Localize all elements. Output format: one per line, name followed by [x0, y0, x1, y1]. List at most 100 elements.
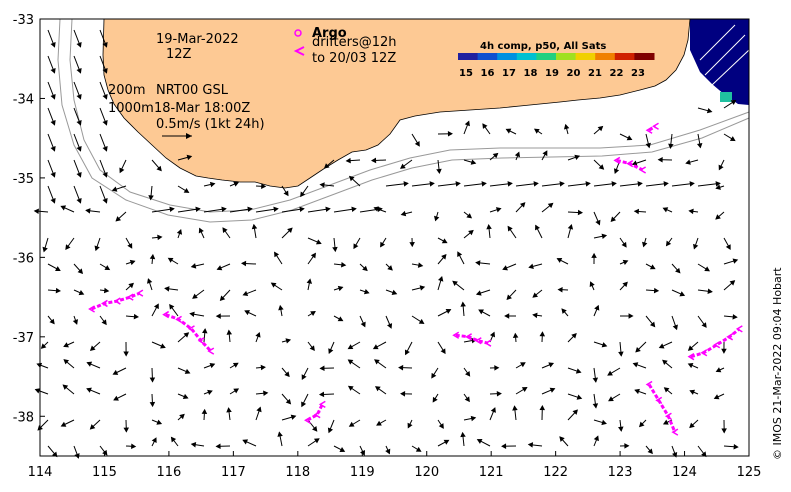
- current-arrow-head: [189, 311, 195, 318]
- current-arrow-head: [62, 384, 69, 390]
- current-arrow-head: [721, 428, 727, 434]
- current-arrow-head: [404, 349, 410, 356]
- current-arrow-head: [312, 426, 318, 432]
- current-arrow-head: [50, 172, 56, 178]
- drifter-track: [91, 291, 141, 311]
- current-arrow-head: [532, 312, 538, 319]
- current-arrow-head: [482, 123, 488, 129]
- current-arrow-head: [215, 443, 221, 450]
- colorbar-ticks: 15 16 17 18 19 20 21 22 23: [459, 68, 645, 79]
- current-arrow-head: [362, 265, 368, 272]
- current-arrow-head: [387, 265, 393, 271]
- current-arrow-head: [689, 422, 695, 429]
- current-arrow-head: [528, 263, 534, 270]
- drifter-position: [88, 305, 95, 313]
- drifter-position: [671, 428, 679, 436]
- credit-label: © IMOS 21-Mar-2022 09:04 Hobart: [771, 267, 784, 460]
- current-arrow-head: [490, 407, 496, 413]
- x-tick-label: 124: [672, 465, 697, 480]
- current-arrow-head: [521, 387, 528, 393]
- current-arrow-head: [475, 290, 482, 296]
- drifter-position: [126, 293, 134, 301]
- current-arrow-head: [374, 359, 380, 365]
- current-arrow-head: [256, 406, 262, 413]
- current-arrow-head: [628, 313, 634, 319]
- colorbar-tick-label: 20: [567, 68, 581, 79]
- current-arrow-head: [452, 280, 458, 286]
- current-arrow-head: [94, 245, 100, 252]
- x-tick-label: 116: [156, 465, 181, 480]
- current-arrow-head: [658, 343, 665, 349]
- current-arrow-head: [86, 361, 93, 367]
- current-arrow-head: [76, 146, 82, 152]
- current-arrow-head: [441, 238, 448, 244]
- current-arrow-head: [732, 314, 738, 320]
- current-arrow-head: [601, 233, 608, 240]
- current-arrow-head: [445, 308, 452, 314]
- current-arrow-head: [147, 278, 153, 284]
- current-arrow-head: [104, 265, 111, 271]
- x-tick-label: 123: [608, 465, 633, 480]
- current-arrow-head: [348, 421, 355, 427]
- current-arrow-head: [441, 253, 447, 260]
- current-arrow-head: [216, 265, 223, 271]
- current-arrow-head: [687, 345, 694, 351]
- current-arrow-head: [470, 159, 477, 165]
- drifter-position: [700, 349, 708, 357]
- current-arrow-head: [595, 219, 601, 226]
- current-arrow-head: [149, 401, 156, 408]
- current-arrow-head: [123, 427, 130, 433]
- current-arrow-head: [287, 227, 293, 234]
- current-arrow-head: [567, 224, 574, 230]
- current-arrow-head: [574, 154, 581, 160]
- current-arrow-head: [186, 154, 193, 161]
- current-arrow-head: [376, 420, 382, 426]
- drifter-position: [465, 333, 473, 341]
- current-arrow-head: [501, 443, 507, 449]
- current-arrow-head: [119, 167, 125, 174]
- current-arrow-head: [635, 347, 641, 353]
- current-arrow-head: [434, 215, 440, 222]
- current-arrow-head: [438, 423, 444, 429]
- current-arrow-head: [730, 99, 737, 105]
- current-arrow-head: [729, 280, 736, 286]
- colorbar-tick-label: 15: [459, 68, 473, 79]
- current-arrow-head: [183, 187, 190, 193]
- drifter-position: [162, 310, 170, 319]
- current-arrow-head: [319, 365, 325, 372]
- drifter-position: [735, 325, 743, 333]
- current-arrow-head: [455, 181, 461, 187]
- current-arrow-head: [371, 157, 377, 164]
- current-arrow-head: [465, 370, 471, 377]
- current-arrow-head: [668, 143, 674, 149]
- current-arrow-head: [284, 371, 290, 378]
- current-arrow-head: [290, 414, 297, 420]
- current-arrow-head: [403, 181, 409, 187]
- current-arrow-head: [415, 446, 422, 452]
- current-arrow-head: [715, 181, 721, 187]
- current-arrow-head: [715, 367, 722, 373]
- current-arrow-head: [431, 372, 437, 379]
- current-arrow-head: [575, 368, 582, 374]
- current-arrow-head: [478, 309, 484, 315]
- current-arrow-head: [729, 136, 736, 142]
- current-arrow-head: [621, 241, 627, 248]
- current-arrow-head: [429, 181, 435, 187]
- current-arrow-head: [111, 186, 118, 192]
- current-arrow-head: [468, 229, 474, 236]
- current-arrow-head: [328, 348, 334, 354]
- current-arrow-head: [360, 321, 366, 328]
- current-arrow-head: [209, 362, 216, 369]
- current-arrow-head: [704, 266, 711, 272]
- current-arrow-head: [128, 282, 134, 289]
- colorbar-tick-label: 22: [610, 68, 624, 79]
- current-arrow-head: [341, 262, 347, 268]
- current-arrow-head: [127, 242, 133, 249]
- current-arrow-head: [85, 208, 91, 214]
- current-arrow-head: [507, 181, 513, 187]
- current-arrow-head: [313, 438, 320, 444]
- current-arrow-head: [679, 291, 686, 297]
- x-tick-label: 117: [221, 465, 246, 480]
- current-arrow-head: [638, 421, 645, 428]
- current-arrow-head: [232, 362, 239, 368]
